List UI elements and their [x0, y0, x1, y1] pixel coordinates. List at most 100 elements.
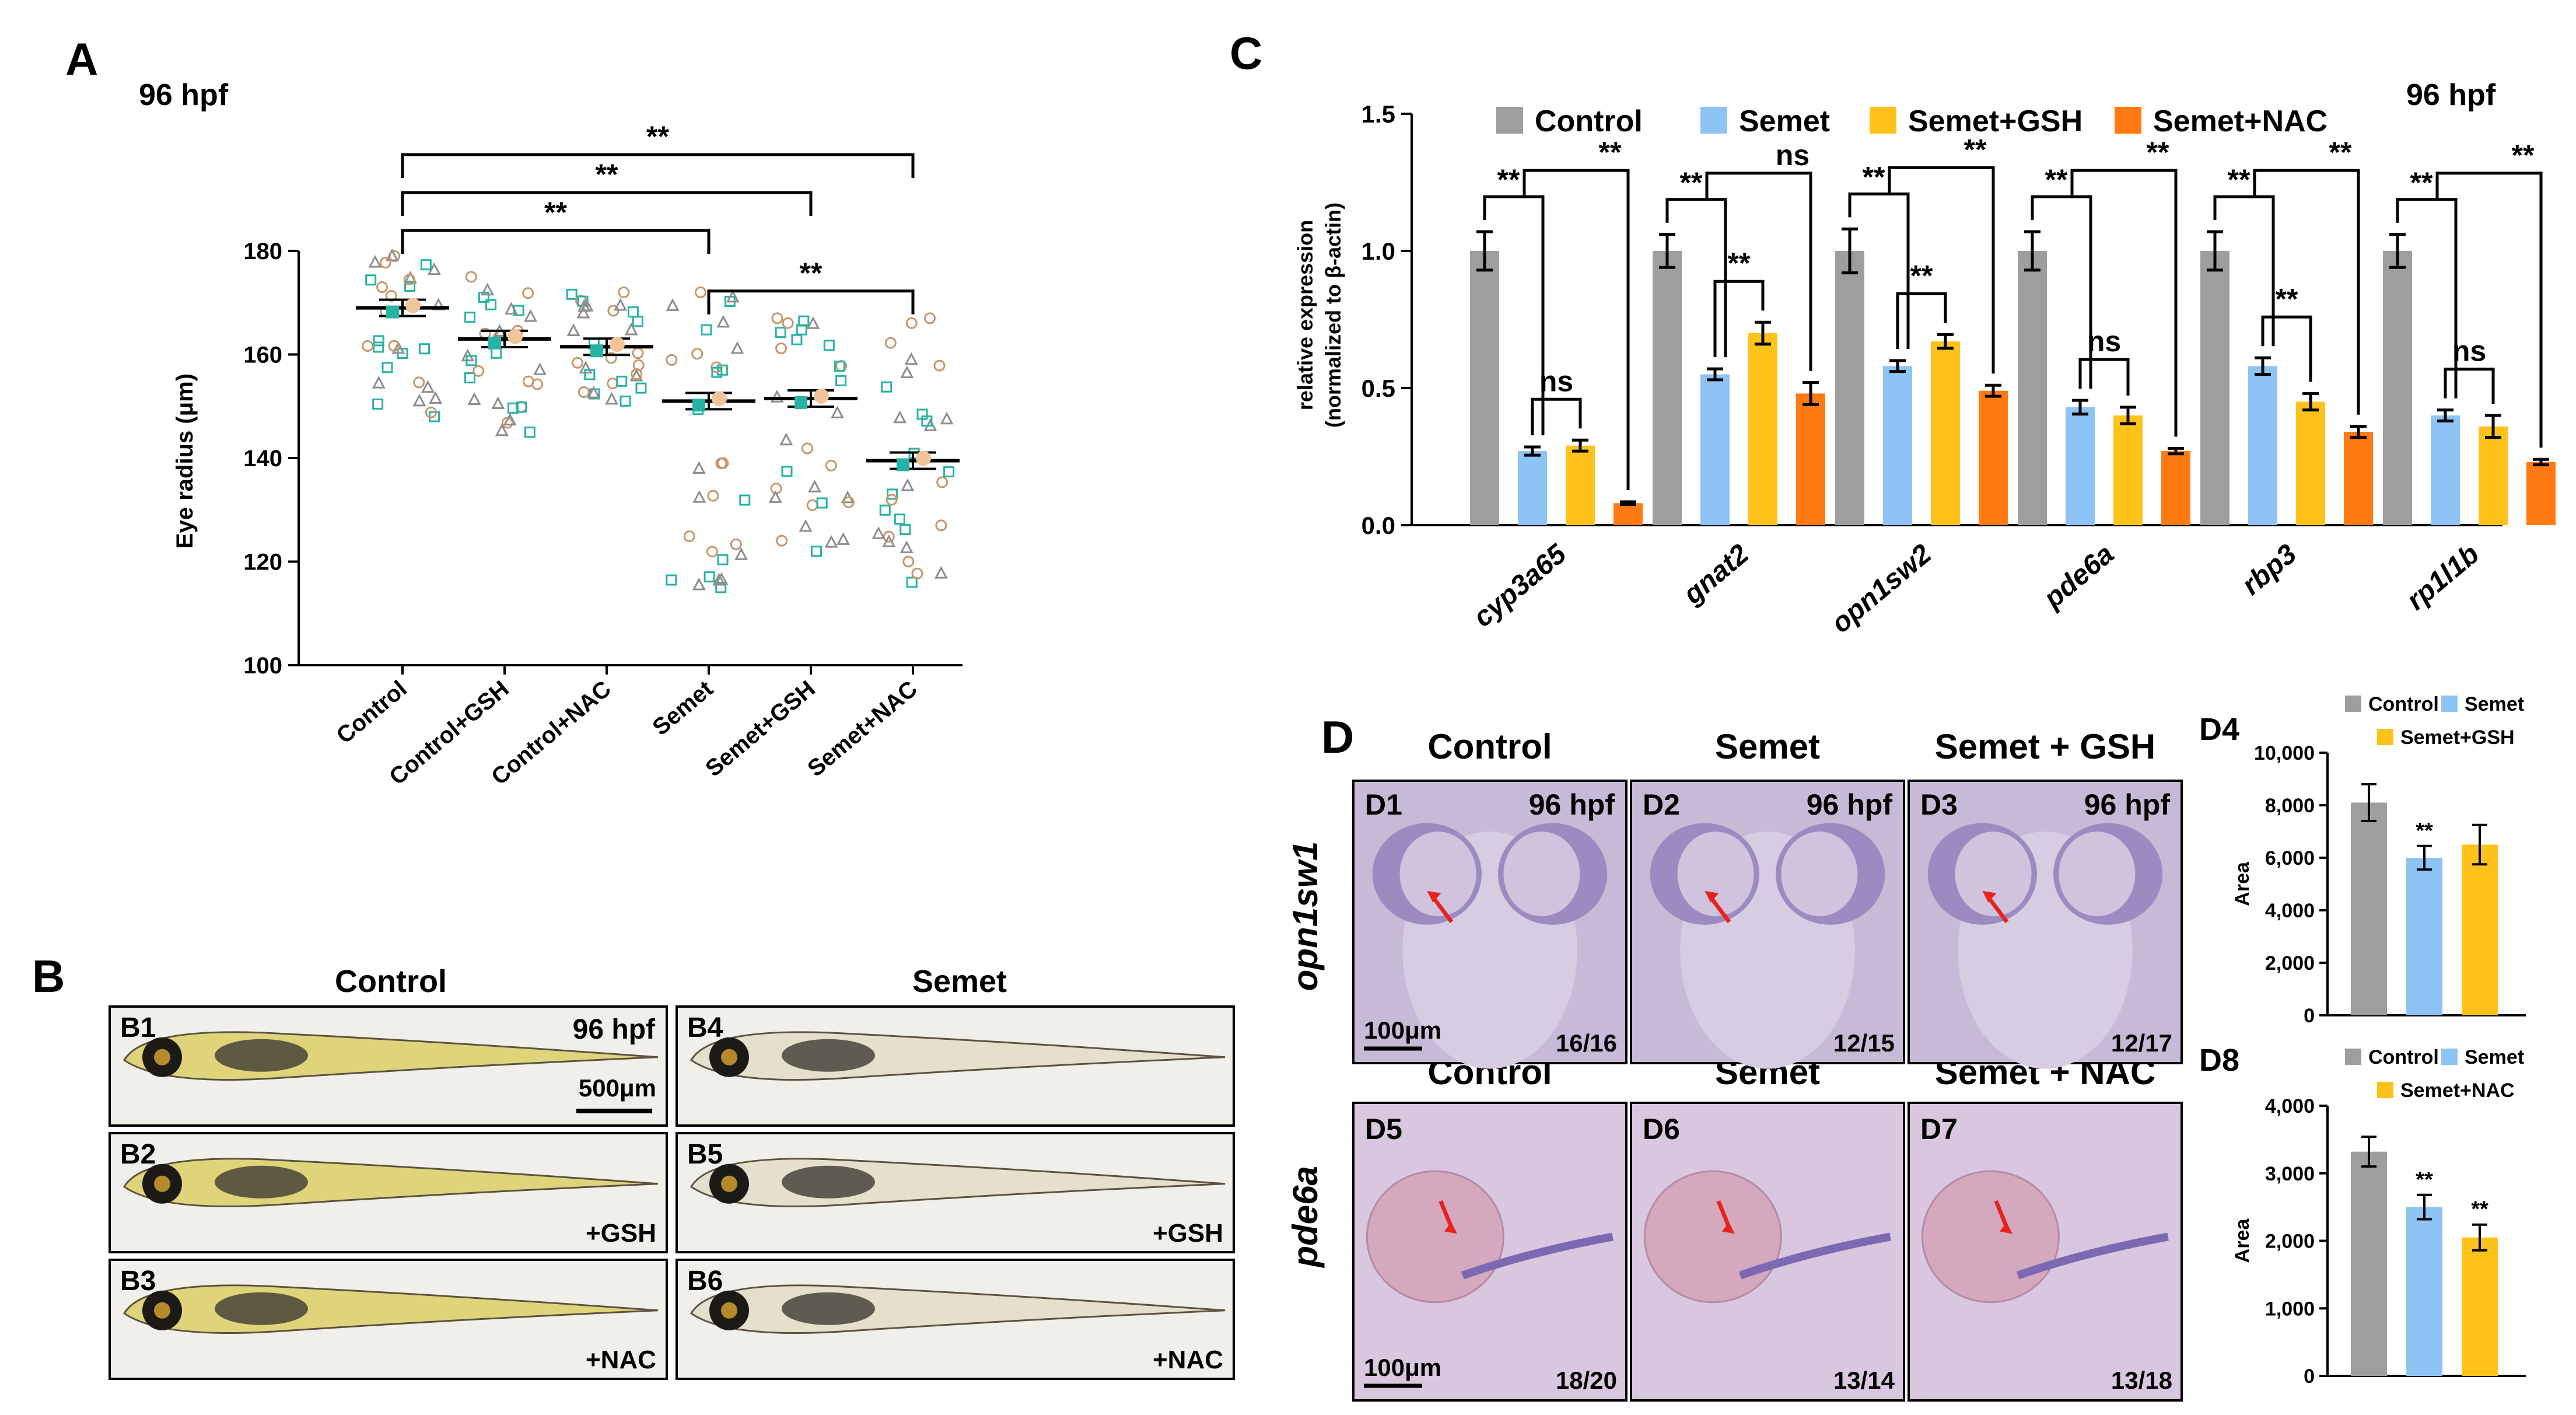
c-ytick-label: 1.0 [1362, 237, 1395, 265]
panel-c-legend: Control Semet Semet+GSH Semet+NAC [1496, 104, 2328, 138]
a-point-square [739, 494, 751, 506]
c-bar-semet [2066, 407, 2095, 525]
a-point-circle [935, 519, 947, 532]
ish-eye-lateral [1366, 1170, 1504, 1304]
red-arrow-icon [1994, 1200, 2009, 1229]
small-ytick-label: 2,000 [2265, 952, 2315, 974]
ish-scale-label: 100μm [1364, 1354, 1441, 1381]
a-point-triangle [368, 254, 382, 268]
a-point-square [524, 427, 536, 438]
panel-c-stage: 96 hpf [2406, 78, 2496, 112]
a-sig-label: ** [544, 196, 567, 229]
ish-image-id: D1 [1365, 788, 1402, 821]
a-sig-label: ** [800, 257, 822, 289]
ish-image-id: D5 [1365, 1113, 1402, 1145]
a-point-square [879, 504, 891, 516]
larva-treatment-label: +GSH [1153, 1219, 1223, 1248]
a-point-triangle [934, 565, 948, 579]
a-point-square [881, 381, 892, 393]
c-sig-label: ** [2147, 136, 2169, 169]
a-point-triangle [533, 362, 547, 375]
a-point-triangle [427, 262, 441, 275]
a-point-triangle [576, 305, 590, 319]
ish-stain [2016, 1232, 2169, 1280]
a-sig-bracket [707, 289, 915, 315]
a-xtick-label: Control [332, 676, 412, 749]
small-legend-label: Control [2368, 1046, 2439, 1068]
red-arrow-icon [1438, 1200, 1454, 1229]
c-sig-bracket [1665, 198, 1727, 358]
c-bar-semet [2248, 366, 2277, 525]
a-point-triangle [824, 534, 838, 548]
a-point-circle [902, 555, 915, 568]
a-point-triangle [712, 572, 726, 586]
a-ytick-label: 120 [243, 550, 282, 575]
a-point-triangle [605, 392, 619, 405]
a-point-triangle [900, 365, 914, 379]
a-point-triangle [730, 341, 744, 354]
panel-d-gene-row2: pde6a [1286, 1166, 1325, 1268]
a-sig-label: ** [646, 120, 669, 153]
a-xtick-label: Semet [648, 676, 718, 740]
larva-image-id: B6 [687, 1266, 723, 1297]
a-point-circle [905, 317, 918, 329]
ish-count-label: 13/18 [2111, 1367, 2172, 1394]
c-bar-semet-nac [2344, 432, 2373, 525]
red-arrow-icon [1716, 1200, 1731, 1229]
a-point-square [715, 582, 727, 593]
a-point-triangle [624, 322, 638, 336]
small-legend-label: Control [2368, 693, 2439, 715]
c-ytick-label: 0.5 [1362, 375, 1395, 402]
a-point-circle [842, 496, 855, 508]
panel-d: D opn1sw1 pde6a Control Semet Semet + GSH C… [1286, 693, 2526, 1402]
a-point-triangle [904, 352, 918, 365]
c-sig-label: ** [2276, 282, 2298, 315]
small-ytick-label: 2,000 [2265, 1231, 2315, 1253]
a-point-circle [571, 357, 583, 369]
a-point-square [823, 340, 835, 351]
a-point-triangle [412, 393, 426, 407]
a-point-square [916, 408, 928, 420]
c-ytick-label: 0.0 [1362, 512, 1395, 539]
a-point-circle [388, 340, 400, 352]
a-point-circle [933, 359, 946, 372]
c-sig-bracket [1713, 279, 1765, 358]
c-bar-semet-gsh [2296, 401, 2325, 525]
c-bar-semet-nac [2526, 462, 2556, 525]
c-sig-bracket [1848, 192, 1910, 349]
a-sig-label: ** [596, 158, 618, 191]
a-rep-mean-circle [814, 388, 829, 404]
a-point-triangle [429, 391, 443, 404]
a-point-square [616, 375, 628, 387]
a-ytick-label: 100 [243, 653, 282, 679]
c-bar-semet-gsh [2113, 415, 2143, 525]
a-point-square [464, 372, 476, 383]
a-point-square [584, 369, 596, 380]
a-point-square [373, 335, 384, 347]
ish-image-id: D2 [1643, 788, 1680, 821]
a-point-circle [924, 312, 936, 324]
panel-d8-chart: D8 0 1,000 2,000 3,000 4,000 Area Control ** Seme… [2199, 1043, 2526, 1388]
ish-image-id: D6 [1643, 1113, 1680, 1145]
c-sig-label: ** [2329, 136, 2352, 169]
c-bar-semet-nac [1614, 503, 1643, 525]
c-bar-control [1653, 251, 1682, 525]
c-sig-label: ** [2410, 166, 2433, 199]
a-point-triangle [808, 480, 822, 492]
a-point-square [516, 401, 527, 413]
a-point-circle [694, 287, 706, 298]
a-point-square [887, 488, 898, 500]
c-sig-label: ** [1863, 160, 1885, 193]
panel-d-gene-row1: opn1sw1 [1286, 841, 1325, 991]
ish-count-label: 12/17 [2111, 1029, 2172, 1057]
c-sig-label: ** [1728, 247, 1751, 279]
c-bar-control [2383, 251, 2412, 525]
larva-image-id: B2 [120, 1139, 156, 1170]
panel-a-ylabel: Eye radius (μm) [172, 373, 198, 548]
a-point-triangle [901, 478, 915, 491]
small-sig-label: ** [2471, 1197, 2488, 1222]
a-point-circle [379, 257, 391, 269]
a-point-triangle [503, 413, 517, 426]
larva-yolk [782, 1039, 875, 1072]
c-bar-semet [1518, 451, 1547, 525]
